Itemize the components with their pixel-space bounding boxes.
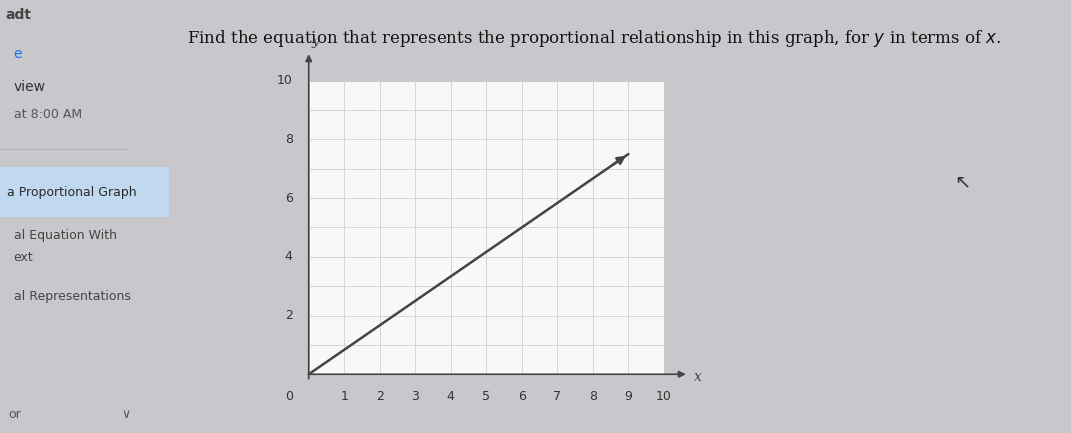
- Text: 1: 1: [341, 391, 348, 404]
- Text: ext: ext: [14, 251, 33, 264]
- FancyBboxPatch shape: [0, 167, 169, 216]
- Text: 9: 9: [624, 391, 632, 404]
- Text: 10: 10: [655, 391, 672, 404]
- Text: al Representations: al Representations: [14, 290, 131, 303]
- Text: 7: 7: [554, 391, 561, 404]
- Text: view: view: [14, 80, 46, 94]
- Text: 10: 10: [277, 74, 292, 87]
- Text: 3: 3: [411, 391, 419, 404]
- Text: e: e: [14, 47, 22, 61]
- Text: ∨: ∨: [122, 408, 131, 421]
- Text: at 8:00 AM: at 8:00 AM: [14, 108, 81, 121]
- Text: or: or: [9, 408, 21, 421]
- FancyBboxPatch shape: [308, 81, 664, 374]
- Text: 6: 6: [285, 192, 292, 205]
- Text: 2: 2: [285, 309, 292, 322]
- Text: 2: 2: [376, 391, 383, 404]
- Text: ↖: ↖: [954, 172, 971, 191]
- Text: 8: 8: [285, 133, 292, 146]
- Text: adt: adt: [5, 8, 31, 22]
- Text: Find the equation that represents the proportional relationship in this graph, f: Find the equation that represents the pr…: [187, 28, 1001, 49]
- Text: x: x: [694, 370, 702, 384]
- Text: 5: 5: [482, 391, 491, 404]
- Text: y: y: [312, 34, 320, 48]
- Text: 4: 4: [285, 250, 292, 263]
- Text: 0: 0: [285, 391, 292, 404]
- Text: 6: 6: [518, 391, 526, 404]
- Text: 8: 8: [589, 391, 597, 404]
- Text: al Equation With: al Equation With: [14, 229, 117, 242]
- Text: a Proportional Graph: a Proportional Graph: [6, 186, 136, 199]
- Text: 4: 4: [447, 391, 455, 404]
